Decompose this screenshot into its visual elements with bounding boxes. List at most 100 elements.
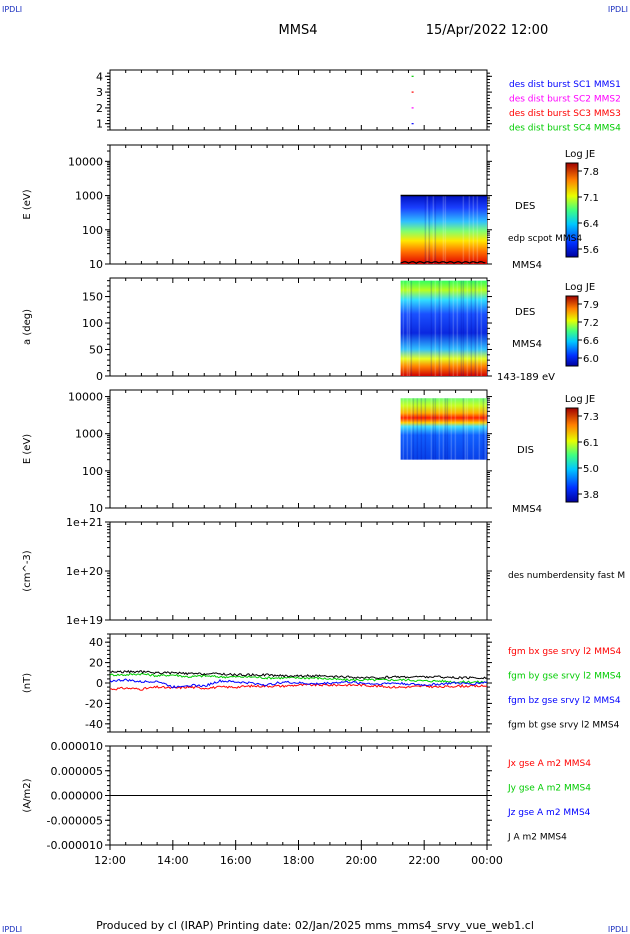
spectrogram-stripe xyxy=(446,398,449,460)
panel-des_pitch: 0 50 100 150 a (deg) Log JE 7.9 7.2 6.6 6.0 DES MMS… xyxy=(22,277,599,383)
legend-4: J A m2 MMS4 xyxy=(507,833,567,843)
legend-1: fgm bx gse srvy l2 MMS4 xyxy=(508,647,621,657)
y-axis-label: E (eV) xyxy=(22,189,33,219)
series-line-3 xyxy=(109,678,488,689)
y-tick-label: 1e+20 xyxy=(66,565,103,578)
spectrogram-stripe xyxy=(450,398,453,460)
spectrogram-stripe xyxy=(402,398,405,460)
spectrogram-stripe xyxy=(428,195,431,264)
legend-1: Jx gse A m2 MMS4 xyxy=(507,759,591,769)
colorbar-title: Log JE xyxy=(565,282,595,293)
spectrogram-stripe xyxy=(434,398,437,460)
spectrogram-stripe xyxy=(440,280,443,376)
spectrogram-stripe xyxy=(472,398,475,460)
legend-density: des numberdensity fast M xyxy=(508,571,625,581)
right-label-mms4: MMS4 xyxy=(512,339,542,350)
panel-dis_energy: 10 100 1000 10000 E (eV) Log JE 7.3 6.1 5.0 3.8 DI… xyxy=(22,389,599,515)
x-tick-label: 16:00 xyxy=(220,854,252,867)
legend-2: Jy gse A m2 MMS4 xyxy=(507,784,591,794)
panels-group: 1 2 3 4 des dist burst SC1 MMS1 des dist burs… xyxy=(22,69,625,852)
y-tick-label: 100 xyxy=(82,224,103,237)
x-tick-label: 20:00 xyxy=(345,854,377,867)
legend-4: fgm bt gse srvy l2 MMS4 xyxy=(508,721,620,731)
spectrogram-stripe xyxy=(438,280,441,376)
colorbar-gradient xyxy=(565,407,579,503)
y-tick-label: 4 xyxy=(96,70,103,83)
y-tick-label: 0.000005 xyxy=(51,765,104,778)
corner-label-top-right: IPDLI xyxy=(608,5,628,14)
panel-frame xyxy=(109,69,488,131)
legend-3: Jz gse A m2 MMS4 xyxy=(507,808,591,818)
y-tick-label: -20 xyxy=(85,697,103,710)
y-tick-label: 10 xyxy=(89,502,103,515)
colorbar-tick-label: 5.0 xyxy=(583,464,599,475)
spectrogram-stripe xyxy=(430,398,433,460)
spectrogram-stripe xyxy=(468,195,471,264)
colorbar-tick-label: 7.1 xyxy=(583,193,599,204)
colorbar-tick-label: 7.3 xyxy=(583,412,599,423)
spectrogram-stripe xyxy=(480,280,483,376)
colorbar-tick-label: 3.8 xyxy=(583,490,599,501)
x-tick-label: 18:00 xyxy=(283,854,315,867)
spectrogram-block xyxy=(400,280,487,376)
spectrogram-stripe xyxy=(466,398,469,460)
spectrogram-stripe xyxy=(424,195,427,264)
spectrogram-stripe xyxy=(466,280,469,376)
legend-2: fgm by gse srvy l2 MMS4 xyxy=(508,672,621,682)
right-label-mms4: MMS4 xyxy=(512,504,542,515)
spectrogram-stripe xyxy=(430,280,433,376)
spectrogram-stripe xyxy=(438,398,441,460)
y-tick-label: 10 xyxy=(89,258,103,271)
y-tick-label: 1e+19 xyxy=(66,614,103,627)
x-tick-label: 12:00 xyxy=(94,854,126,867)
colorbar: Log JE 7.3 6.1 5.0 3.8 xyxy=(565,394,599,503)
spectrogram-stripe xyxy=(448,280,451,376)
y-tick-label: 40 xyxy=(89,636,103,649)
spectrogram-stripe xyxy=(474,280,477,376)
colorbar-tick-label: 7.9 xyxy=(583,300,599,311)
y-tick-label: 1e+21 xyxy=(66,516,103,529)
legend-3: fgm bz gse srvy l2 MMS4 xyxy=(508,696,621,706)
colorbar: Log JE 7.8 7.1 6.4 5.6 xyxy=(565,149,599,258)
spectrogram-stripe xyxy=(442,195,445,264)
colorbar-tick-label: 6.1 xyxy=(583,438,599,449)
x-tick-label: 14:00 xyxy=(157,854,189,867)
legend-4: des dist burst SC4 MMS4 xyxy=(509,124,621,134)
spectrogram-stripe xyxy=(482,398,485,460)
spectrogram-stripe xyxy=(470,280,473,376)
y-tick-label: 2 xyxy=(96,102,103,115)
spectrogram-stripe xyxy=(454,398,457,460)
y-tick-label: 50 xyxy=(89,344,103,357)
spectrogram-stripe xyxy=(486,280,489,376)
plot-datetime: 15/Apr/2022 12:00 xyxy=(426,23,548,38)
y-tick-label: 0 xyxy=(96,677,103,690)
spectrogram-stripe xyxy=(410,280,413,376)
spectrogram-stripe xyxy=(464,398,467,460)
spectrogram-stripe xyxy=(444,398,447,460)
spectrogram-stripe xyxy=(486,398,489,460)
spectrogram-stripe xyxy=(432,195,435,264)
spectrogram-stripe xyxy=(408,280,411,376)
spectrogram-block xyxy=(400,398,487,460)
y-tick-label: 3 xyxy=(96,86,103,99)
colorbar-gradient xyxy=(565,162,579,258)
spacecraft-title: MMS4 xyxy=(279,23,318,38)
spectrogram-stripe xyxy=(416,398,419,460)
right-label-dis: DIS xyxy=(517,445,534,456)
spectrogram-stripe xyxy=(406,398,409,460)
panel-density: 1e+19 1e+20 1e+21 (cm^-3) des numberdensity … xyxy=(22,516,625,627)
panel-burst: 1 2 3 4 des dist burst SC1 MMS1 des dist burs… xyxy=(96,69,621,134)
y-tick-label: -0.000005 xyxy=(47,814,103,827)
y-tick-label: 150 xyxy=(82,291,103,304)
spectrogram-stripe xyxy=(420,398,423,460)
right-label-mms4: MMS4 xyxy=(512,260,542,271)
y-tick-label: 0.000000 xyxy=(51,790,104,803)
y-axis-label: (A/m2) xyxy=(22,778,33,812)
legend-2: des dist burst SC2 MMS2 xyxy=(509,95,621,105)
spectrogram-stripe xyxy=(426,195,429,264)
colorbar: Log JE 7.9 7.2 6.6 6.0 xyxy=(565,282,599,367)
y-axis-label: (nT) xyxy=(22,673,33,693)
y-tick-label: 100 xyxy=(82,465,103,478)
spectrogram-stripe xyxy=(462,195,465,264)
